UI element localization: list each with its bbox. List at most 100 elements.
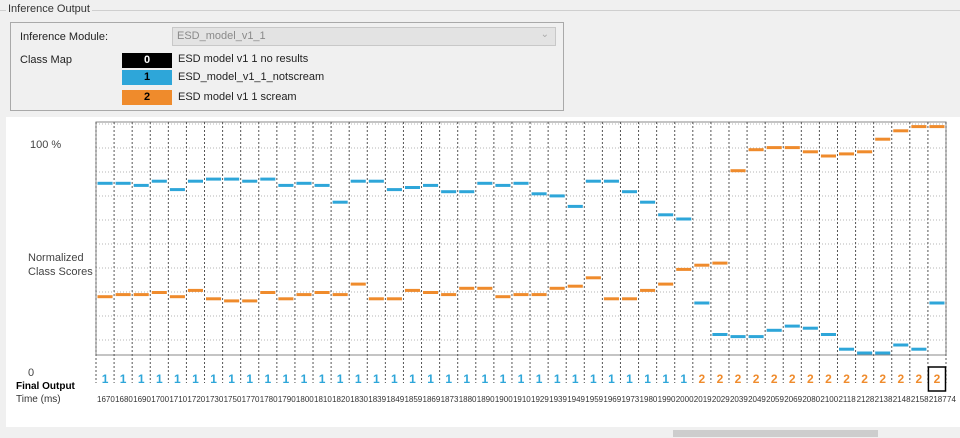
time-tick-label: 2138 <box>875 395 893 404</box>
time-tick-label: 1710 <box>169 395 187 404</box>
time-tick-label: 1720 <box>187 395 205 404</box>
final-output-class: 2 <box>807 372 814 386</box>
inference-output-group <box>0 10 960 438</box>
final-output-class: 1 <box>626 372 633 386</box>
scrollbar-thumb[interactable] <box>673 430 878 437</box>
final-output-class: 1 <box>228 372 235 386</box>
class-swatch-0: 0 <box>122 53 172 68</box>
class-swatch-2: 2 <box>122 90 172 105</box>
final-output-class: 2 <box>735 372 742 386</box>
final-output-class: 1 <box>138 372 145 386</box>
time-tick-label: 1700 <box>151 395 169 404</box>
final-output-class: 1 <box>590 372 597 386</box>
time-tick-label: 1869 <box>423 395 441 404</box>
chart-area: 100 % Normalized Class Scores 0 Final Ou… <box>6 117 960 427</box>
time-tick-label: 2000 <box>676 395 694 404</box>
time-tick-label: 2100 <box>820 395 838 404</box>
time-tick-label: 2069 <box>784 395 802 404</box>
time-tick-label: 2049 <box>748 395 766 404</box>
final-output-class: 1 <box>536 372 543 386</box>
final-output-class: 1 <box>355 372 362 386</box>
final-output-class: 1 <box>337 372 344 386</box>
final-output-class: 1 <box>481 372 488 386</box>
time-tick-label: 1750 <box>224 395 242 404</box>
final-output-label: Final Output <box>16 381 76 392</box>
time-tick-label: 2039 <box>730 395 748 404</box>
final-output-class: 2 <box>753 372 760 386</box>
time-tick-label: 1670 <box>97 395 115 404</box>
final-output-class: 1 <box>445 372 452 386</box>
time-tick-label: 2187 <box>929 395 947 404</box>
group-title: Inference Output <box>6 3 92 15</box>
final-output-class: 1 <box>156 372 163 386</box>
time-tick-label: 2128 <box>857 395 875 404</box>
final-output-class: 1 <box>102 372 109 386</box>
selected-frame-highlight <box>927 366 947 392</box>
final-output-class: 1 <box>192 372 199 386</box>
chevron-down-icon: ⌄ <box>540 29 549 40</box>
time-tick-label: 1780 <box>260 395 278 404</box>
final-output-class: 1 <box>246 372 253 386</box>
time-tick-label: 2019 <box>694 395 712 404</box>
time-tick-label: 1929 <box>531 395 549 404</box>
final-output-class: 1 <box>554 372 561 386</box>
time-tick-label: 1849 <box>386 395 404 404</box>
final-output-class: 1 <box>463 372 470 386</box>
time-tick-label: 1990 <box>658 395 676 404</box>
time-tick-label: 1839 <box>368 395 386 404</box>
time-tick-label: 1873 <box>441 395 459 404</box>
module-select[interactable]: ESD_model_v1_1 ⌄ <box>172 27 556 46</box>
final-output-class: 1 <box>500 372 507 386</box>
final-output-class: 1 <box>174 372 181 386</box>
horizontal-scrollbar[interactable] <box>95 428 960 437</box>
time-tick-label: 1939 <box>549 395 567 404</box>
time-tick-label: 1910 <box>513 395 531 404</box>
time-tick-label-trailing: 74 <box>947 395 956 404</box>
time-tick-label: 1790 <box>278 395 296 404</box>
time-tick-label: 1800 <box>296 395 314 404</box>
final-output-class: 2 <box>897 372 904 386</box>
final-output-class: 2 <box>717 372 724 386</box>
final-output-class: 1 <box>373 372 380 386</box>
axis-mid-label-2: Class Scores <box>28 266 93 278</box>
time-tick-label: 1959 <box>585 395 603 404</box>
final-output-class: 1 <box>644 372 651 386</box>
time-tick-label: 2148 <box>893 395 911 404</box>
final-output-class: 2 <box>879 372 886 386</box>
final-output-class: 1 <box>662 372 669 386</box>
final-output-class: 1 <box>264 372 271 386</box>
time-tick-label: 1880 <box>459 395 477 404</box>
final-output-class: 1 <box>572 372 579 386</box>
final-output-class: 1 <box>518 372 525 386</box>
final-output-class: 1 <box>427 372 434 386</box>
time-tick-label: 1859 <box>404 395 422 404</box>
class-name-0: ESD model v1 1 no results <box>178 53 309 65</box>
time-tick-label: 1890 <box>477 395 495 404</box>
final-output-class: 2 <box>789 372 796 386</box>
time-tick-label: 1830 <box>350 395 368 404</box>
final-output-class: 2 <box>699 372 706 386</box>
time-tick-label: 1690 <box>133 395 151 404</box>
final-output-class: 1 <box>680 372 687 386</box>
time-tick-label: 2118 <box>838 395 856 404</box>
time-tick-label: 1810 <box>314 395 332 404</box>
class-name-1: ESD_model_v1_1_notscream <box>178 71 325 83</box>
final-output-class: 1 <box>409 372 416 386</box>
time-tick-label: 1980 <box>640 395 658 404</box>
time-tick-label: 1969 <box>603 395 621 404</box>
time-tick-label: 1730 <box>206 395 224 404</box>
axis-top-label: 100 % <box>30 139 61 151</box>
final-output-class: 1 <box>391 372 398 386</box>
score-chart: 100 % Normalized Class Scores 0 Final Ou… <box>16 121 956 405</box>
axis-bottom-label: 0 <box>28 367 34 379</box>
final-output-class: 1 <box>210 372 217 386</box>
module-panel: Inference Module: ESD_model_v1_1 ⌄ Class… <box>10 22 564 111</box>
final-output-class: 2 <box>861 372 868 386</box>
time-tick-label: 2158 <box>911 395 929 404</box>
time-tick-label: 1680 <box>115 395 133 404</box>
final-output-class: 2 <box>916 372 923 386</box>
final-output-class: 1 <box>301 372 308 386</box>
time-axis-label: Time (ms) <box>16 394 61 405</box>
time-tick-label: 1770 <box>242 395 260 404</box>
time-tick-label: 1820 <box>332 395 350 404</box>
